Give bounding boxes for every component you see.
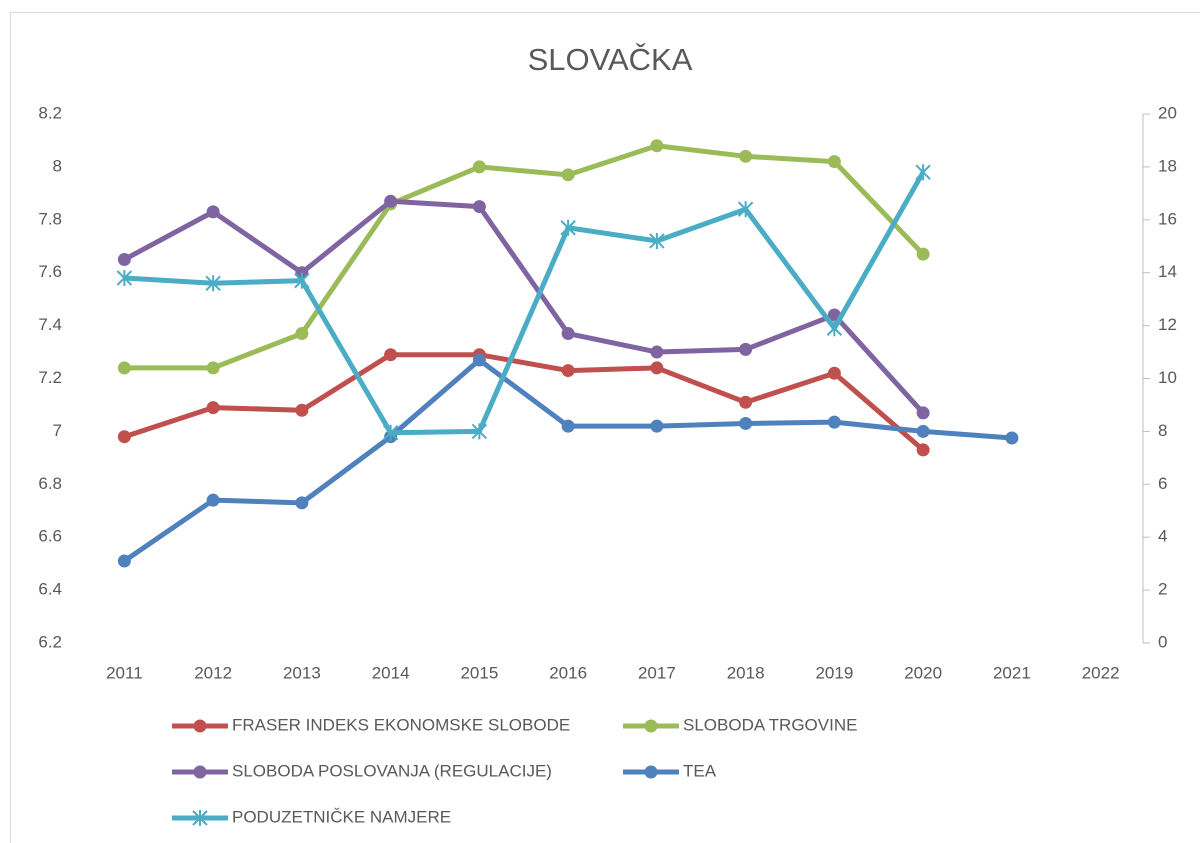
marker [739,395,753,409]
marker [382,424,399,441]
marker [827,155,841,169]
marker [916,406,930,420]
marker [295,403,309,417]
marker [295,496,309,510]
marker [739,149,753,163]
marker [193,719,207,733]
x-tick-label: 2016 [549,663,587,682]
marker [192,810,208,826]
y-tick-label: 7.4 [38,315,62,334]
y2-tick-label: 4 [1158,527,1167,546]
marker [739,416,753,430]
y2-tick-label: 16 [1158,209,1177,228]
marker [650,361,664,375]
marker [294,272,310,289]
marker [471,423,488,440]
marker [117,361,131,375]
marker [384,194,398,208]
x-tick-label: 2020 [904,663,942,682]
series-line [124,143,925,371]
y2-tick-label: 10 [1158,368,1177,387]
y2-tick-label: 12 [1158,315,1177,334]
marker [560,219,576,236]
y-tick-label: 7.8 [38,209,62,228]
marker [117,554,131,568]
legend-label: SLOBODA POSLOVANJA (REGULACIJE) [232,761,552,780]
y2-tick-label: 8 [1158,421,1167,440]
marker [916,247,930,261]
x-tick-label: 2022 [1082,663,1120,682]
x-tick-label: 2017 [638,663,676,682]
marker [206,401,220,415]
series-line [124,170,926,436]
marker [650,345,664,359]
y2-tick-label: 14 [1158,262,1177,281]
y2-tick-label: 2 [1158,580,1167,599]
x-tick-label: 2014 [372,663,410,682]
y2-tick-label: 18 [1158,156,1177,175]
chart-title: SLOVAČKA [528,42,693,77]
marker [644,765,658,779]
legend-label: TEA [683,761,717,780]
legend-label: SLOBODA TRGOVINE [683,715,857,734]
marker [826,320,843,337]
y2-tick-label: 20 [1158,103,1177,122]
marker [827,366,841,380]
marker [650,139,664,153]
marker [193,765,207,779]
y-tick-label: 6.4 [38,580,62,599]
marker [650,419,664,433]
marker [916,424,930,438]
x-tick-label: 2018 [727,663,765,682]
marker [206,493,220,507]
x-tick-label: 2021 [993,663,1031,682]
y2-tick-label: 6 [1158,474,1167,493]
x-tick-label: 2012 [194,663,232,682]
marker [561,419,575,433]
legend-label: FRASER INDEKS EKONOMSKE SLOBODE [232,715,570,734]
y-tick-label: 7.2 [38,368,62,387]
marker [916,443,930,457]
marker [295,327,309,341]
series-line [123,198,925,415]
y-tick-label: 8 [53,156,62,175]
marker [737,201,754,218]
y-tick-label: 7 [53,421,62,440]
marker [472,160,486,174]
marker [561,168,575,182]
y-tick-label: 7.6 [38,262,62,281]
marker [915,164,931,181]
marker [561,364,575,378]
series-line [123,352,925,452]
marker [116,269,133,286]
legend-label: PODUZETNIČKE NAMJERE [232,807,451,826]
marker [739,342,753,356]
marker [649,232,665,249]
marker [827,415,841,429]
marker [472,200,486,214]
marker [644,719,658,733]
marker [1005,431,1019,445]
y-tick-label: 6.8 [38,474,62,493]
marker [206,361,220,375]
marker [117,252,131,266]
x-tick-label: 2019 [815,663,853,682]
marker [206,205,220,219]
x-tick-label: 2015 [460,663,498,682]
x-tick-label: 2011 [106,663,143,682]
y-tick-label: 6.2 [38,632,62,651]
y-tick-label: 8.2 [38,103,62,122]
y2-tick-label: 0 [1158,632,1167,651]
marker [117,430,131,444]
marker [472,353,486,367]
marker [205,275,221,292]
y-tick-label: 6.6 [38,527,62,546]
x-tick-label: 2013 [283,663,321,682]
marker [384,348,398,362]
marker [561,327,575,341]
